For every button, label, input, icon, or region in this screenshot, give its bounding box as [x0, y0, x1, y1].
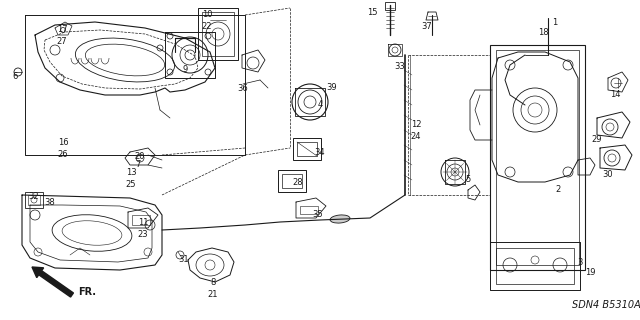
Bar [278, 170, 306, 192]
Bar [132, 215, 150, 225]
Text: 33: 33 [395, 62, 405, 71]
Text: 30: 30 [603, 170, 613, 179]
Text: 36: 36 [237, 84, 248, 93]
Text: 37: 37 [422, 22, 433, 31]
Text: 24: 24 [411, 132, 421, 141]
Text: 28: 28 [292, 178, 303, 187]
Bar [496, 50, 579, 265]
Text: 20: 20 [135, 152, 145, 161]
Text: 12: 12 [411, 120, 421, 129]
Text: 8: 8 [211, 278, 216, 287]
Text: 15: 15 [367, 8, 377, 17]
Bar [300, 206, 318, 214]
Text: 29: 29 [592, 135, 602, 144]
Text: 5: 5 [465, 175, 470, 184]
Ellipse shape [330, 215, 350, 223]
Text: 14: 14 [610, 90, 620, 99]
Text: 23: 23 [138, 230, 148, 239]
Text: 35: 35 [313, 210, 323, 219]
Text: 39: 39 [326, 83, 337, 92]
Text: FR.: FR. [78, 287, 96, 297]
Text: 25: 25 [125, 180, 136, 189]
Bar [25, 192, 43, 208]
Text: 6: 6 [12, 72, 18, 81]
Text: 18: 18 [538, 28, 548, 37]
Text: 32: 32 [29, 192, 39, 201]
Text: 22: 22 [202, 22, 212, 31]
Text: 4: 4 [317, 100, 323, 109]
Text: 17: 17 [57, 25, 67, 34]
Text: 31: 31 [179, 255, 189, 264]
Bar [490, 45, 585, 270]
Bar [202, 12, 234, 56]
Text: 11: 11 [138, 218, 148, 227]
FancyArrow shape [32, 267, 74, 297]
Text: 9: 9 [182, 65, 188, 74]
Text: 2: 2 [556, 185, 561, 194]
Text: 26: 26 [58, 150, 68, 159]
Text: 13: 13 [125, 168, 136, 177]
Bar [282, 174, 302, 188]
Bar [496, 248, 574, 284]
Bar [385, 2, 395, 10]
Text: 27: 27 [57, 37, 67, 46]
Bar [28, 195, 40, 205]
Text: 19: 19 [585, 268, 595, 277]
Text: 7: 7 [135, 160, 141, 169]
Bar [297, 142, 317, 156]
Text: 16: 16 [58, 138, 68, 147]
Bar [293, 138, 321, 160]
Bar [198, 8, 238, 60]
Text: 3: 3 [577, 258, 582, 267]
Text: 21: 21 [208, 290, 218, 299]
Text: 34: 34 [315, 148, 325, 157]
Text: SDN4 B5310A: SDN4 B5310A [572, 300, 640, 310]
Text: 38: 38 [45, 198, 56, 207]
Text: 1: 1 [552, 18, 557, 27]
Text: 10: 10 [202, 10, 212, 19]
